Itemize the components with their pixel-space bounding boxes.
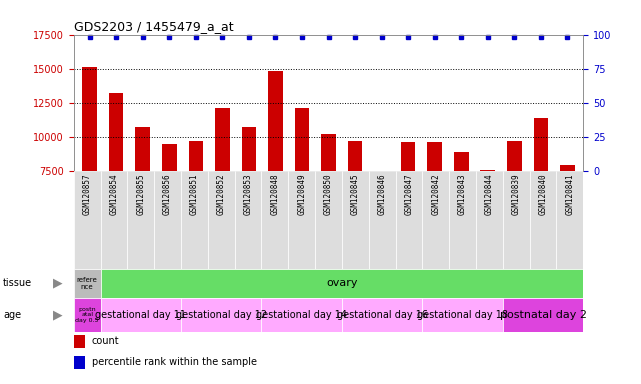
Text: GSM120844: GSM120844 bbox=[485, 174, 494, 215]
Text: postn
atal
day 0.5: postn atal day 0.5 bbox=[76, 306, 99, 323]
Bar bbox=[369, 171, 395, 269]
Text: ▶: ▶ bbox=[53, 308, 62, 321]
Bar bbox=[74, 269, 101, 298]
Bar bbox=[101, 171, 128, 269]
Text: GSM120839: GSM120839 bbox=[512, 174, 520, 215]
Bar bbox=[109, 93, 124, 171]
Bar bbox=[128, 171, 154, 269]
Text: GSM120849: GSM120849 bbox=[297, 174, 306, 215]
Text: GSM120840: GSM120840 bbox=[538, 174, 547, 215]
Bar bbox=[476, 171, 503, 269]
Text: GSM120854: GSM120854 bbox=[110, 174, 119, 215]
Text: GSM120853: GSM120853 bbox=[244, 174, 253, 215]
Bar bbox=[288, 171, 315, 269]
Bar bbox=[101, 298, 181, 332]
Text: postnatal day 2: postnatal day 2 bbox=[499, 310, 587, 320]
Bar bbox=[422, 171, 449, 269]
Bar bbox=[321, 134, 336, 171]
Bar bbox=[208, 171, 235, 269]
Bar bbox=[401, 142, 415, 171]
Bar bbox=[507, 141, 522, 171]
Text: ovary: ovary bbox=[326, 278, 358, 288]
Bar bbox=[348, 141, 362, 171]
Bar bbox=[422, 298, 503, 332]
Text: gestational day 18: gestational day 18 bbox=[417, 310, 508, 320]
Bar bbox=[428, 142, 442, 171]
Bar bbox=[262, 298, 342, 332]
Bar bbox=[342, 171, 369, 269]
Bar bbox=[449, 171, 476, 269]
Text: GDS2203 / 1455479_a_at: GDS2203 / 1455479_a_at bbox=[74, 20, 233, 33]
Text: gestational day 11: gestational day 11 bbox=[96, 310, 187, 320]
Bar bbox=[74, 298, 101, 332]
Text: GSM120847: GSM120847 bbox=[404, 174, 413, 215]
Text: GSM120846: GSM120846 bbox=[378, 174, 387, 215]
Bar bbox=[315, 171, 342, 269]
Text: refere
nce: refere nce bbox=[77, 277, 97, 290]
Text: gestational day 12: gestational day 12 bbox=[176, 310, 267, 320]
Text: age: age bbox=[3, 310, 21, 320]
Text: count: count bbox=[92, 336, 119, 346]
Text: GSM120852: GSM120852 bbox=[217, 174, 226, 215]
Bar bbox=[82, 67, 97, 171]
Text: gestational day 14: gestational day 14 bbox=[256, 310, 347, 320]
Text: tissue: tissue bbox=[3, 278, 32, 288]
Text: GSM120851: GSM120851 bbox=[190, 174, 199, 215]
Bar bbox=[481, 169, 495, 171]
Bar bbox=[560, 166, 575, 171]
Bar bbox=[215, 108, 229, 171]
Text: GSM120850: GSM120850 bbox=[324, 174, 333, 215]
Text: GSM120841: GSM120841 bbox=[565, 174, 574, 215]
Text: GSM120855: GSM120855 bbox=[137, 174, 146, 215]
Bar bbox=[503, 298, 583, 332]
Text: GSM120856: GSM120856 bbox=[163, 174, 172, 215]
Bar bbox=[529, 171, 556, 269]
Bar bbox=[295, 108, 309, 171]
Text: GSM120843: GSM120843 bbox=[458, 174, 467, 215]
Bar bbox=[188, 141, 203, 171]
Text: ▶: ▶ bbox=[53, 277, 62, 290]
Bar bbox=[154, 171, 181, 269]
Text: percentile rank within the sample: percentile rank within the sample bbox=[92, 358, 256, 367]
Text: GSM120842: GSM120842 bbox=[431, 174, 440, 215]
Text: gestational day 16: gestational day 16 bbox=[337, 310, 428, 320]
Bar bbox=[503, 171, 529, 269]
Bar bbox=[556, 171, 583, 269]
Bar bbox=[268, 71, 283, 171]
Bar bbox=[181, 298, 262, 332]
Bar bbox=[342, 298, 422, 332]
Bar bbox=[235, 171, 262, 269]
Bar bbox=[135, 127, 150, 171]
Bar bbox=[262, 171, 288, 269]
Bar bbox=[395, 171, 422, 269]
Bar bbox=[162, 144, 176, 171]
Bar bbox=[242, 127, 256, 171]
Text: GSM120845: GSM120845 bbox=[351, 174, 360, 215]
Text: GSM120857: GSM120857 bbox=[83, 174, 92, 215]
Bar bbox=[454, 152, 469, 171]
Text: GSM120848: GSM120848 bbox=[271, 174, 279, 215]
Bar bbox=[533, 118, 548, 171]
Bar bbox=[181, 171, 208, 269]
Bar bbox=[74, 171, 101, 269]
